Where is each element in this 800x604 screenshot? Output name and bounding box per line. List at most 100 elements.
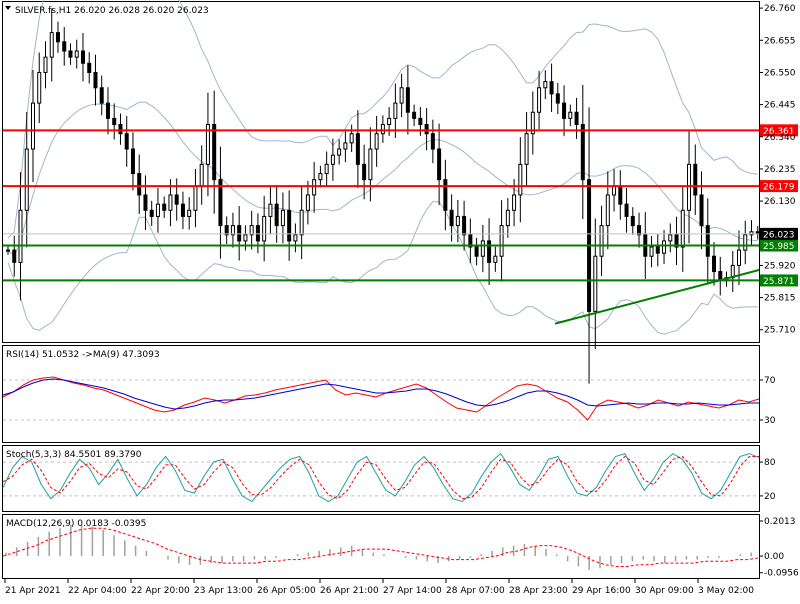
macd-layer — [2, 524, 760, 571]
macd-tick-label: 0.2013 — [764, 517, 796, 527]
time-tick-label: 3 May 02:00 — [698, 586, 754, 596]
candle-body — [337, 148, 342, 156]
candle-body — [205, 124, 210, 165]
candle-body — [649, 246, 654, 257]
candle-body — [299, 209, 304, 236]
candle — [637, 212, 642, 248]
candle — [68, 43, 73, 65]
candle — [705, 198, 710, 284]
candle-body — [124, 133, 129, 150]
candle-body — [743, 234, 748, 251]
candle — [268, 186, 273, 235]
macd-tick-label: 0.00 — [764, 552, 784, 562]
candle-body — [368, 148, 373, 181]
candle-body — [93, 71, 98, 89]
candle — [393, 83, 398, 138]
candle — [193, 168, 198, 228]
candle — [680, 185, 685, 272]
candle — [112, 103, 117, 140]
candle — [337, 139, 342, 165]
candle — [687, 131, 692, 244]
candle — [318, 165, 323, 188]
candle-body — [562, 102, 567, 119]
candle — [12, 235, 17, 277]
time-tick-label: 27 Apr 14:00 — [383, 586, 442, 596]
header-triangle-icon — [5, 6, 11, 10]
candle — [730, 251, 735, 293]
level-tick-label: 30 — [764, 416, 776, 426]
level-tick-label: 80 — [764, 458, 776, 468]
candle — [130, 132, 135, 191]
candle-body — [30, 102, 35, 150]
candle — [580, 85, 585, 220]
candle-body — [693, 163, 698, 196]
candle-body — [43, 56, 48, 73]
candle-body — [105, 102, 110, 119]
candle-body — [99, 87, 104, 104]
candle-body — [612, 185, 617, 196]
rsi-label: RSI(14) 51.0532 ->MA(9) 47.3093 — [6, 350, 160, 360]
candle-body — [599, 225, 604, 257]
candle — [43, 41, 48, 89]
candle-body — [387, 117, 392, 126]
candle-body — [12, 249, 17, 263]
candle — [280, 192, 285, 244]
candle-body — [662, 240, 667, 254]
current-price-label: 26.023 — [763, 230, 795, 240]
macd-tick-label: -0.0956 — [764, 569, 799, 579]
candle-body — [68, 50, 73, 58]
candle — [487, 218, 492, 286]
price-tick-label: 26.130 — [764, 197, 796, 207]
candle-body — [168, 194, 173, 211]
candle-body — [112, 117, 117, 126]
candle — [187, 197, 192, 230]
time-tick-label: 26 Apr 05:00 — [257, 586, 316, 596]
candle-body — [524, 133, 529, 165]
resistance-price-tag — [760, 180, 798, 193]
level-tick-label: 20 — [764, 492, 776, 502]
candle — [349, 124, 354, 153]
candle — [593, 218, 598, 350]
candle — [274, 187, 279, 243]
candle — [143, 175, 148, 230]
candle-body — [480, 240, 485, 257]
candle-body — [749, 231, 754, 236]
candle — [162, 196, 167, 218]
candle-body — [362, 163, 367, 181]
candle — [87, 52, 92, 84]
candle-body — [374, 133, 379, 150]
price-tick-label: 26.655 — [764, 36, 796, 46]
stoch-label: Stoch(5,3,3) 84.5501 89.3790 — [6, 450, 142, 460]
candle-body — [187, 209, 192, 217]
candle — [262, 195, 267, 262]
support-price-tag — [760, 274, 798, 287]
candle — [105, 87, 110, 135]
candle-body — [655, 246, 660, 254]
candle-body — [537, 87, 542, 113]
candle-body — [293, 234, 298, 242]
candle — [612, 169, 617, 212]
candle — [149, 200, 154, 226]
candle — [655, 233, 660, 267]
price-layer — [3, 0, 760, 384]
candle-body — [130, 148, 135, 175]
candle — [30, 70, 35, 183]
candle — [699, 171, 704, 250]
candle — [368, 127, 373, 202]
candle — [549, 63, 554, 112]
candle — [6, 245, 10, 255]
price-tick-label: 25.710 — [764, 326, 796, 336]
resistance-price-label: 26.361 — [763, 127, 795, 137]
candle — [480, 224, 485, 273]
candle-body — [705, 225, 710, 257]
candle — [312, 161, 317, 213]
candle-body — [18, 209, 23, 263]
candle-body — [80, 50, 85, 64]
time-tick-label: 29 Apr 16:00 — [572, 586, 631, 596]
candle-body — [605, 194, 610, 227]
rsi-layer — [2, 376, 760, 421]
candle — [199, 145, 204, 205]
candle — [468, 218, 473, 264]
candle-body — [249, 225, 254, 236]
